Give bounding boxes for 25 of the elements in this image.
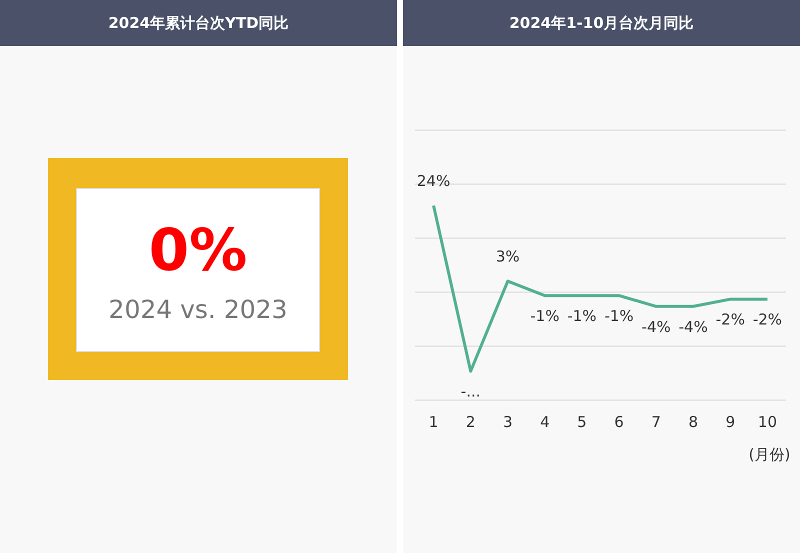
text: 2024 vs. 2023 — [108, 294, 288, 324]
x-tick-label: 1 — [428, 412, 438, 431]
x-axis-title: (月份) — [748, 445, 790, 464]
x-tick-label: 3 — [502, 412, 513, 431]
x-tick-label: 10 — [758, 412, 777, 431]
chart-title: 2024年1-10月台次月同比 — [403, 0, 800, 46]
data-label: -2% — [716, 310, 745, 329]
x-tick-label: 6 — [614, 412, 624, 431]
data-label: -1% — [530, 306, 560, 325]
x-tick-label: 9 — [726, 412, 736, 431]
x-tick-label: 8 — [688, 412, 698, 431]
x-tick-label: 5 — [577, 412, 587, 431]
data-label: -... — [460, 382, 481, 401]
x-tick-label: 2 — [466, 412, 476, 431]
data-label: -4% — [642, 318, 671, 336]
data-label: -1% — [604, 306, 634, 325]
data-label: -1% — [567, 306, 597, 325]
x-tick-label: 7 — [651, 412, 661, 431]
data-label: 3% — [496, 248, 520, 266]
text: 0% — [148, 216, 248, 284]
data-label: -2% — [752, 310, 782, 329]
text: 2024年累计台次YTD同比 — [0, 0, 397, 46]
x-tick-label: 4 — [540, 412, 550, 431]
data-label: 24% — [416, 172, 450, 190]
data-label: -4% — [678, 318, 708, 336]
